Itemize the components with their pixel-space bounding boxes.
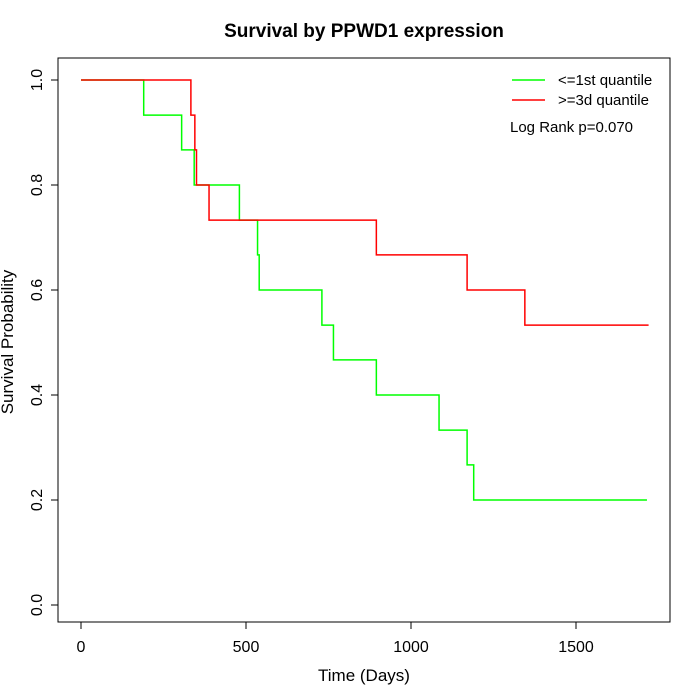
y-tick-label: 1.0	[29, 69, 46, 91]
survival-curve-series-1	[81, 79, 647, 501]
legend-label: <=1st quantile	[558, 72, 652, 89]
series-layer	[81, 79, 649, 501]
chart-title: Survival by PPWD1 expression	[224, 21, 504, 42]
y-axis: 0.0 0.2 0.4 0.6 0.8 1.0	[29, 69, 59, 616]
y-tick-label: 0.2	[29, 489, 46, 511]
y-tick-label: 0.8	[29, 174, 46, 196]
x-axis-title: Time (Days)	[318, 666, 410, 685]
x-tick-label: 0	[77, 639, 86, 656]
x-tick-label: 500	[233, 639, 260, 656]
y-tick-label: 0.4	[29, 384, 46, 406]
plot-frame	[57, 57, 671, 623]
legend-label: >=3d quantile	[558, 92, 649, 109]
x-tick-label: 1500	[558, 639, 594, 656]
survival-curve-series-2	[81, 79, 649, 326]
x-tick-label: 1000	[393, 639, 429, 656]
y-axis-title: Survival Probability	[0, 269, 17, 414]
x-axis: 0 500 1000 1500	[77, 621, 594, 656]
legend: <=1st quantile >=3d quantile	[512, 72, 652, 109]
y-tick-label: 0.0	[29, 594, 46, 616]
logrank-annotation: Log Rank p=0.070	[510, 119, 633, 136]
y-tick-label: 0.6	[29, 279, 46, 301]
